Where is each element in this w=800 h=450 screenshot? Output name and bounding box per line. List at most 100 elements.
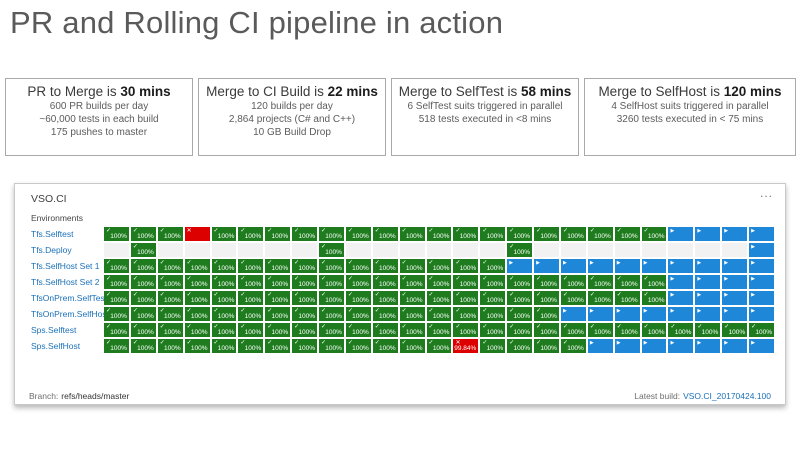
build-cell-success[interactable]: ✓ 100% [480,227,506,241]
build-cell-success[interactable]: ✓ 100% [157,275,183,289]
build-cell-running[interactable]: ▶ [695,291,721,305]
build-cell-success[interactable]: ✓ 100% [560,227,586,241]
build-cell-running[interactable]: ▶ [695,307,721,321]
build-cell-success[interactable]: ✓ 100% [372,275,398,289]
build-cell-running[interactable]: ▶ [749,339,774,353]
build-cell-success[interactable]: ✓ 100% [372,307,398,321]
build-cell-success[interactable]: ✓ 100% [507,275,533,289]
build-cell-success[interactable]: ✓ 100% [614,275,640,289]
build-cell-success[interactable]: ✓ 100% [480,291,506,305]
build-cell-success[interactable]: ✓ 100% [319,339,344,353]
env-row-label[interactable]: TfsOnPrem.SelfHost [31,309,104,319]
build-cell-running[interactable]: ▶ [749,291,774,305]
build-cell-running[interactable]: ▶ [668,339,694,353]
build-cell-success[interactable]: ✓ 100% [399,259,425,273]
build-cell-success[interactable]: ✓ 100% [480,339,506,353]
build-cell-success[interactable]: ✓ 100% [265,307,291,321]
build-cell-success[interactable]: ✓ 100% [372,323,398,337]
build-cell-success[interactable]: ✓ 100% [345,291,371,305]
build-cell-success[interactable]: ✓ 100% [560,339,586,353]
build-cell-success[interactable]: ✓ 100% [507,339,533,353]
build-cell-success[interactable]: ✓ 100% [319,243,344,257]
build-cell-success[interactable]: ✓ 100% [157,323,183,337]
build-cell-running[interactable]: ▶ [668,275,694,289]
build-cell-success[interactable]: ✓ 100% [130,243,156,257]
build-cell-success[interactable]: ✓ 100% [292,259,318,273]
build-cell-success[interactable]: ✓ 100% [426,339,452,353]
build-cell-running[interactable]: ▶ [587,307,613,321]
build-cell-success[interactable]: ✓ 100% [104,291,129,305]
build-cell-success[interactable]: ✓ 100% [399,307,425,321]
build-cell-running[interactable]: ▶ [749,259,774,273]
build-cell-success[interactable]: ✓ 100% [372,259,398,273]
build-cell-success[interactable]: ✓ 100% [345,339,371,353]
build-cell-success[interactable]: ✓ 100% [345,227,371,241]
build-cell-success[interactable]: ✓ 100% [319,275,344,289]
build-cell-success[interactable]: ✓ 100% [130,339,156,353]
build-cell-running[interactable]: ▶ [534,259,559,273]
build-cell-running[interactable]: ▶ [668,227,694,241]
build-cell-running[interactable]: ▶ [749,243,774,257]
build-cell-running[interactable]: ▶ [641,259,667,273]
build-cell-success[interactable]: ✓ 100% [399,227,425,241]
build-cell-success[interactable]: ✓ 100% [319,291,344,305]
build-cell-success[interactable]: ✓ 100% [211,339,237,353]
build-cell-success[interactable]: ✓ 100% [238,323,264,337]
build-cell-success[interactable]: ✓ 100% [238,275,264,289]
build-cell-running[interactable]: ▶ [587,259,613,273]
build-cell-success[interactable]: ✓ 100% [507,227,533,241]
build-cell-running[interactable]: ▶ [749,275,774,289]
build-cell-success[interactable]: ✓ 100% [534,291,559,305]
build-cell-success[interactable]: ✓ 100% [157,291,183,305]
build-cell-success[interactable]: ✓ 100% [426,259,452,273]
build-cell-success[interactable]: ✓ 100% [130,275,156,289]
build-cell-success[interactable]: ✓ 100% [722,323,748,337]
build-cell-success[interactable]: ✓ 100% [292,291,318,305]
build-cell-success[interactable]: ✓ 100% [184,323,210,337]
build-cell-success[interactable]: ✓ 100% [587,323,613,337]
build-cell-running[interactable]: ▶ [641,307,667,321]
build-cell-running[interactable]: ▶ [749,227,774,241]
build-cell-success[interactable]: ✓ 100% [104,323,129,337]
build-cell-success[interactable]: ✓ 100% [184,259,210,273]
build-cell-running[interactable]: ▶ [695,227,721,241]
build-cell-success[interactable]: ✓ 100% [211,227,237,241]
build-cell-success[interactable]: ✓ 100% [480,323,506,337]
build-cell-success[interactable]: ✓ 100% [265,275,291,289]
build-cell-success[interactable]: ✓ 100% [534,275,559,289]
build-cell-success[interactable]: ✓ 100% [534,339,559,353]
build-cell-success[interactable]: ✓ 100% [211,275,237,289]
build-cell-success[interactable]: ✓ 100% [560,291,586,305]
build-cell-success[interactable]: ✓ 100% [507,291,533,305]
build-cell-success[interactable]: ✓ 100% [641,291,667,305]
build-cell-success[interactable]: ✓ 100% [453,227,479,241]
build-cell-success[interactable]: ✓ 100% [426,323,452,337]
build-cell-running[interactable]: ▶ [560,259,586,273]
env-row-label[interactable]: Tfs.SelfHost Set 1 [31,261,100,271]
build-cell-running[interactable]: ▶ [614,259,640,273]
build-cell-success[interactable]: ✓ 100% [211,307,237,321]
build-cell-success[interactable]: ✓ 100% [614,323,640,337]
build-cell-success[interactable]: ✓ 100% [507,307,533,321]
build-cell-success[interactable]: ✓ 100% [319,307,344,321]
env-row-label[interactable]: Tfs.SelfHost Set 2 [31,277,100,287]
env-row-label[interactable]: Tfs.Selftest [31,229,74,239]
build-cell-success[interactable]: ✓ 100% [292,307,318,321]
build-cell-success[interactable]: ✓ 100% [130,323,156,337]
build-cell-success[interactable]: ✓ 100% [641,323,667,337]
build-cell-success[interactable]: ✓ 100% [560,323,586,337]
build-cell-success[interactable]: ✓ 100% [614,291,640,305]
build-cell-success[interactable]: ✓ 100% [104,275,129,289]
build-cell-success[interactable]: ✓ 100% [587,275,613,289]
env-row-label[interactable]: TfsOnPrem.SelfTest [31,293,104,303]
build-cell-success[interactable]: ✓ 100% [238,307,264,321]
build-cell-success[interactable]: ✓ 100% [507,323,533,337]
build-cell-success[interactable]: ✓ 100% [238,227,264,241]
env-row-label[interactable]: Tfs.Deploy [31,245,72,255]
build-cell-success[interactable]: ✓ 100% [399,275,425,289]
more-options-button[interactable]: ... [759,186,773,200]
build-cell-success[interactable]: ✓ 100% [453,323,479,337]
build-cell-running[interactable]: ▶ [641,339,667,353]
build-cell-success[interactable]: ✓ 100% [130,307,156,321]
build-cell-success[interactable]: ✓ 100% [184,291,210,305]
